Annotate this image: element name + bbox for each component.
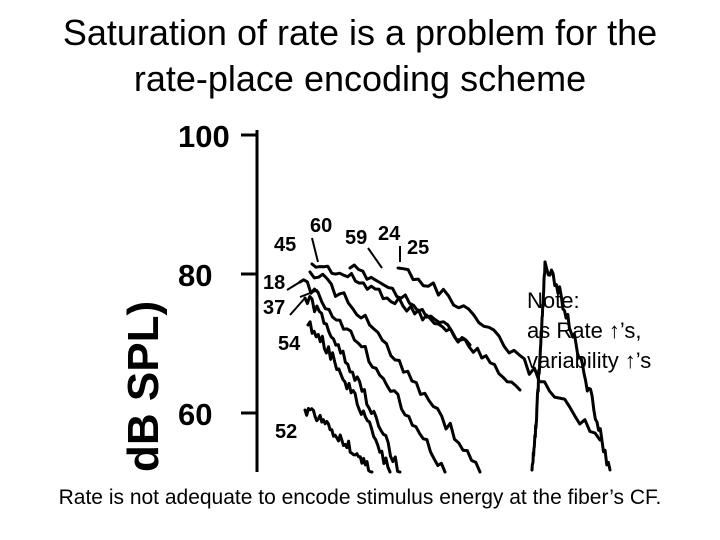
- leader-line: [311, 237, 319, 263]
- y-tick-label-80: 80: [178, 258, 212, 293]
- slide-footer: Rate is not adequate to encode stimulus …: [58, 486, 662, 509]
- leader-line: [299, 289, 319, 298]
- series-label-37: 37: [263, 297, 285, 319]
- series-label-52: 52: [275, 421, 297, 443]
- curve-60: [310, 262, 472, 347]
- series-label-59: 59: [345, 227, 367, 249]
- curve-24: [396, 266, 602, 442]
- leader-line: [289, 297, 306, 316]
- note-line-3: variability ↑’s: [527, 348, 652, 373]
- series-label-25: 25: [407, 237, 429, 259]
- y-tick-label-60: 60: [178, 397, 212, 432]
- note-box: Note: as Rate ↑’s, variability ↑’s: [527, 286, 651, 376]
- curve-59: [348, 263, 522, 392]
- series-label-45: 45: [274, 234, 296, 256]
- note-line-1: Note:: [527, 288, 580, 313]
- leader-line: [367, 247, 383, 269]
- series-label-24: 24: [378, 223, 401, 245]
- slide-title: Saturation of rate is a problem for the …: [0, 10, 720, 102]
- series-label-54: 54: [278, 333, 301, 355]
- note-line-2: as Rate ↑’s,: [527, 318, 642, 343]
- leader-line: [286, 281, 301, 291]
- curve-high-cf: [530, 260, 547, 472]
- curve-37: [303, 295, 402, 474]
- y-axis-label: dB SPL): [119, 301, 168, 472]
- y-tick-label-100: 100: [178, 119, 230, 154]
- title-line-1: Saturation of rate is a problem for the: [62, 12, 658, 53]
- curve-18: [298, 278, 447, 474]
- series-label-60: 60: [310, 215, 332, 237]
- curve-high-cf-right: [543, 260, 612, 472]
- title-line-2: rate-place encoding scheme: [133, 58, 587, 99]
- curve-52: [303, 407, 374, 474]
- curve-54: [306, 320, 392, 474]
- curve-45: [308, 270, 482, 474]
- series-label-18: 18: [263, 272, 285, 294]
